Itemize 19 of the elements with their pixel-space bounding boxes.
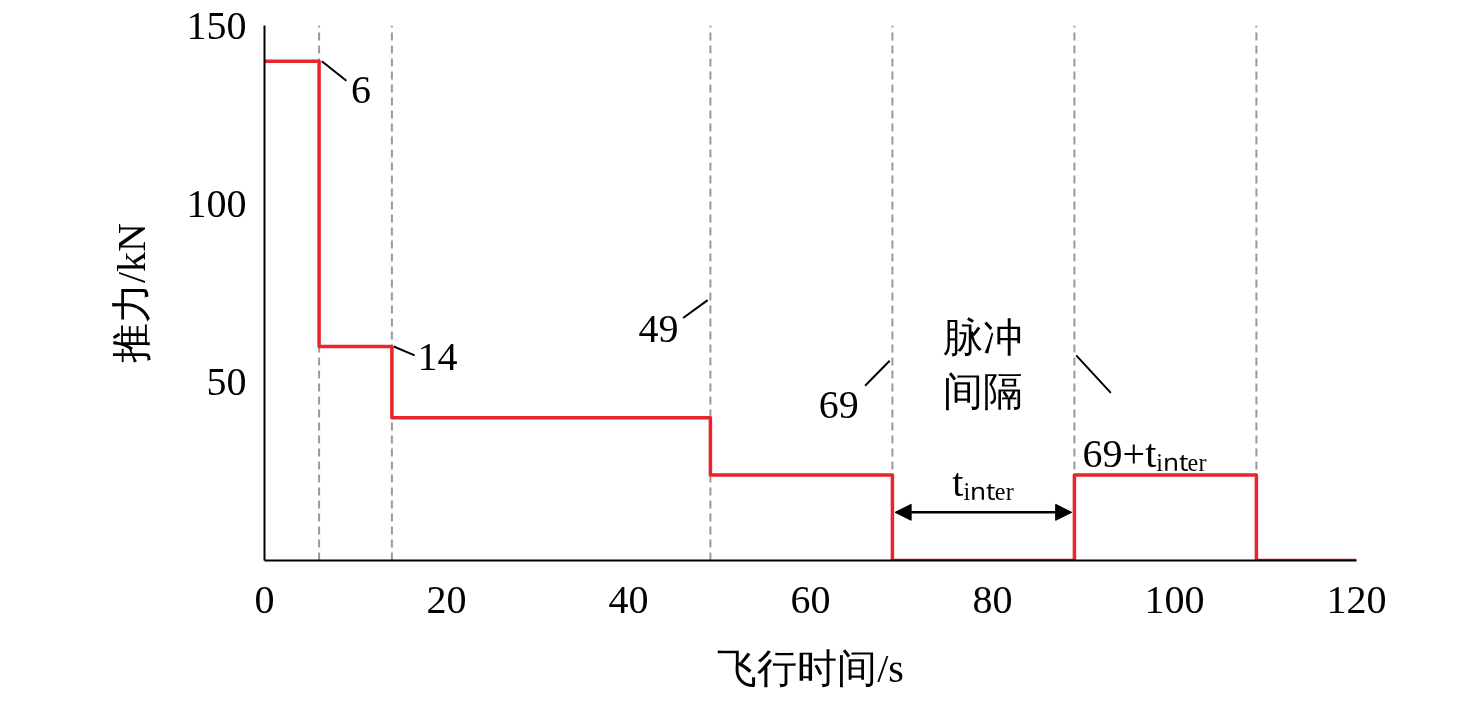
annotation: tᵢₙₜₑᵣ: [952, 459, 1015, 505]
x-tick-label: 80: [972, 576, 1013, 622]
ref-line-label: 14: [417, 334, 458, 380]
ref-line-label: 6: [350, 66, 371, 112]
x-axis-title: 飞行时间/s: [717, 645, 904, 691]
x-tick-label: 40: [608, 576, 649, 622]
x-tick-label: 100: [1144, 576, 1205, 622]
y-tick-label: 100: [186, 180, 247, 226]
x-tick-label: 20: [426, 576, 467, 622]
annotation: 脉冲间隔: [943, 314, 1024, 414]
x-tick-label: 60: [790, 576, 831, 622]
y-tick-label: 150: [186, 2, 247, 48]
ref-line-label: 69: [818, 382, 859, 428]
x-tick-label: 0: [254, 576, 275, 622]
y-axis-title: 推力/kN: [108, 223, 154, 363]
y-tick-label: 50: [206, 359, 247, 405]
x-tick-label: 120: [1326, 576, 1387, 622]
ref-line-label: 69+tᵢₙₜₑᵣ: [1082, 431, 1208, 476]
ref-line-label: 49: [638, 305, 679, 351]
